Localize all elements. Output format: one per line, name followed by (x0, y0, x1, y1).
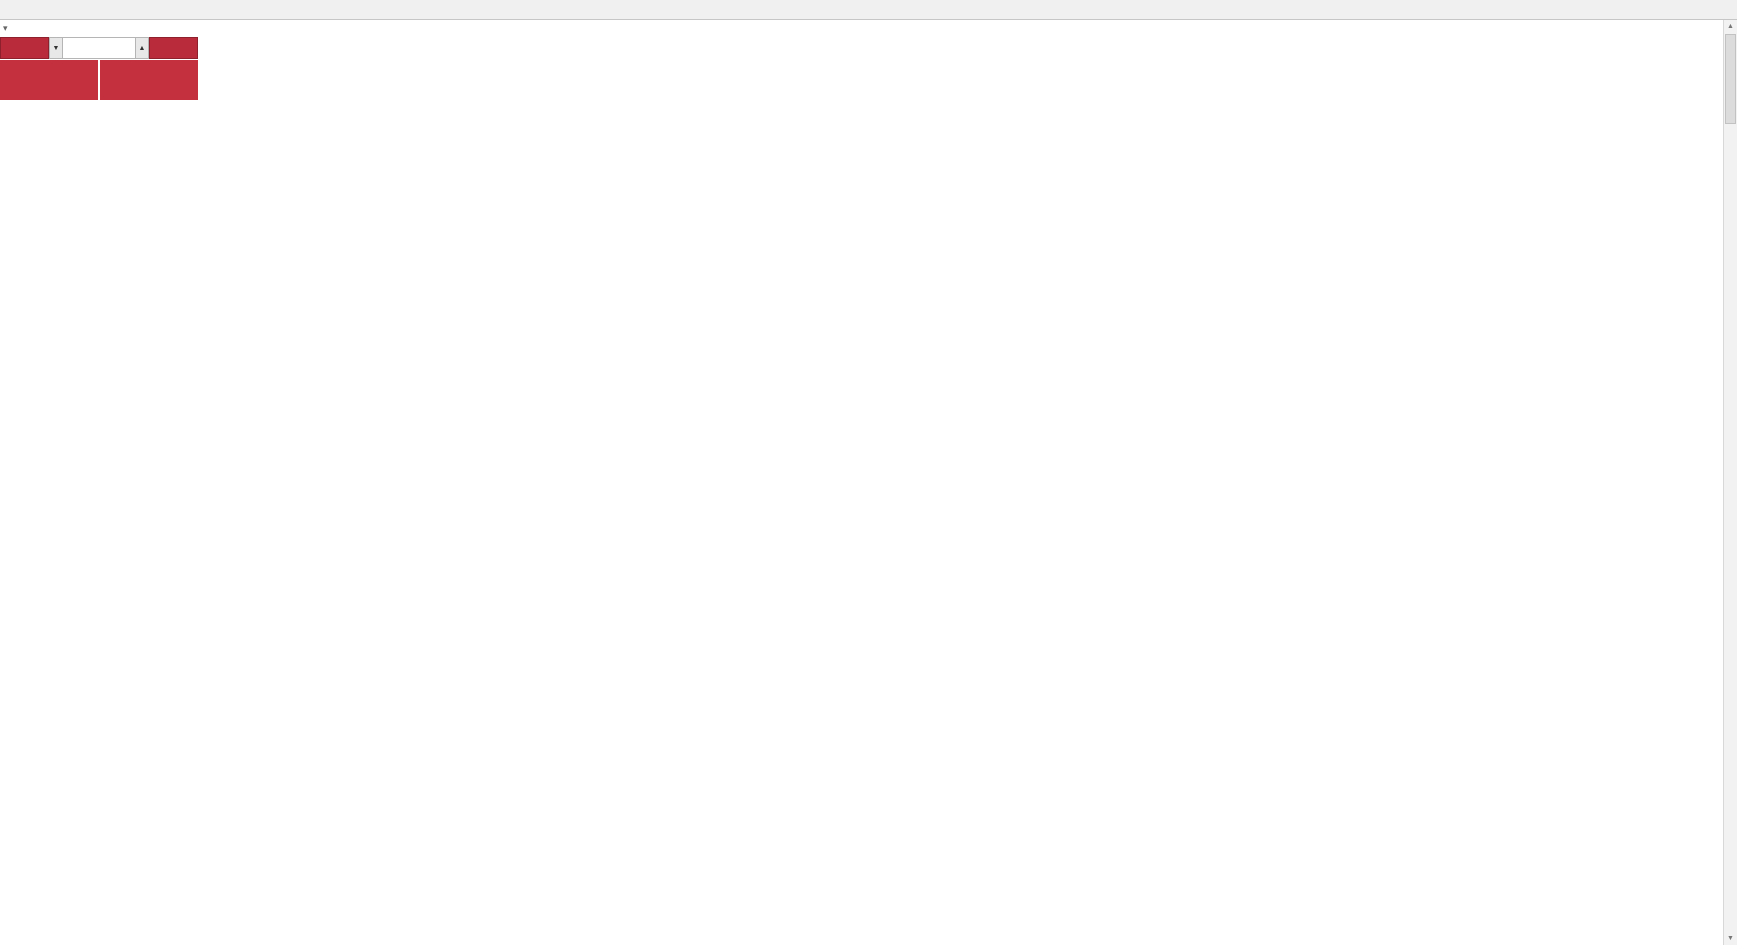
rsi-indicator-label (6, 683, 12, 694)
buy-button[interactable] (149, 37, 198, 59)
volume-increase-button[interactable]: ▲ (135, 37, 149, 59)
buy-price-display[interactable] (100, 60, 198, 100)
vertical-scrollbar[interactable]: ▲ ▼ (1723, 20, 1737, 945)
scrollbar-thumb[interactable] (1725, 34, 1736, 124)
toolbar (0, 0, 1737, 20)
macd-indicator-label (6, 530, 12, 541)
one-click-trading-panel: ▼ ▲ (0, 37, 198, 100)
sell-button[interactable] (0, 37, 49, 59)
scroll-up-arrow[interactable]: ▲ (1727, 23, 1734, 30)
scroll-down-arrow[interactable]: ▼ (1727, 935, 1734, 942)
one-click-trading-toggle[interactable]: ▾ (3, 23, 8, 33)
chart-window-title (14, 23, 22, 35)
sell-price-display[interactable] (0, 60, 98, 100)
volume-decrease-button[interactable]: ▼ (49, 37, 63, 59)
volume-input[interactable] (63, 37, 135, 59)
